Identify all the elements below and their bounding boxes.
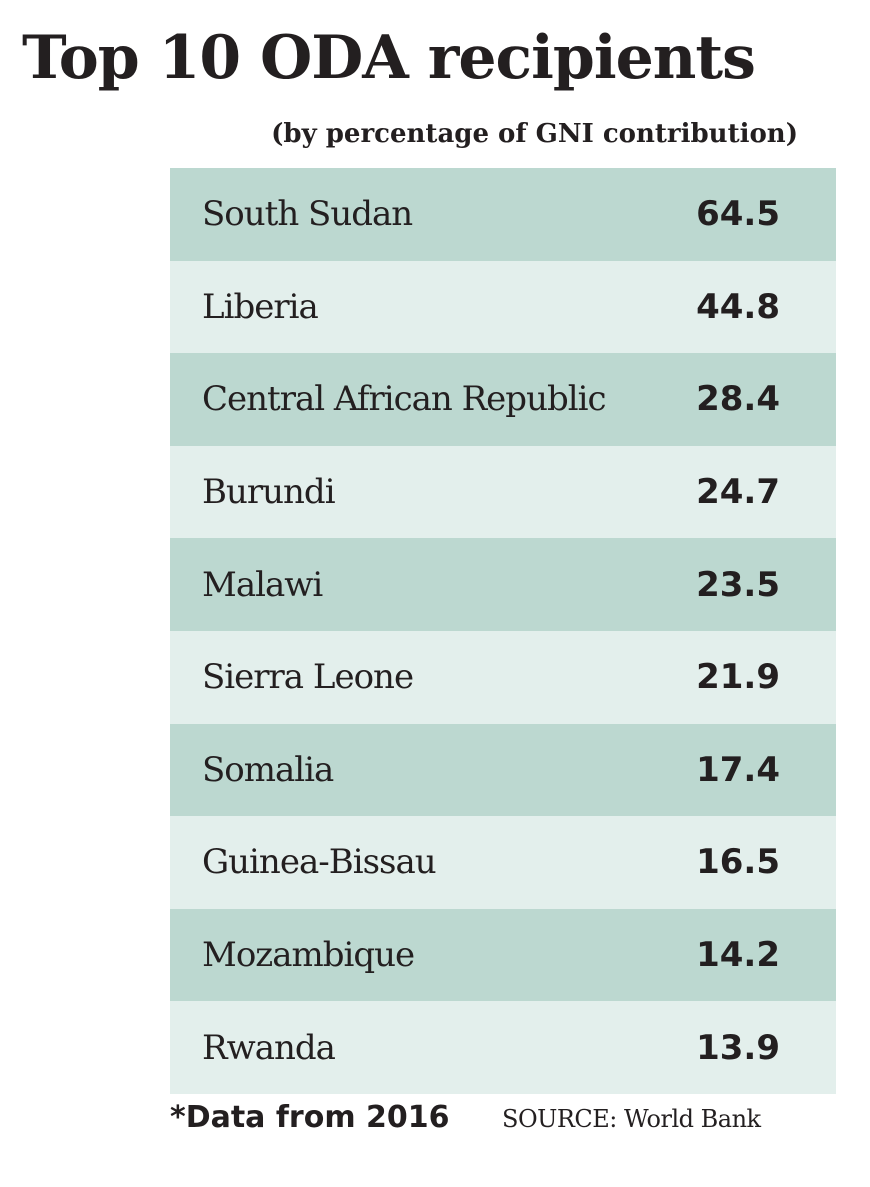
country-label: Rwanda	[202, 1027, 336, 1068]
value-label: 28.4	[696, 379, 780, 420]
table-row: Liberia 44.8	[170, 260, 836, 354]
country-label: Liberia	[202, 286, 319, 327]
table-row: Mozambique 14.2	[170, 908, 836, 1002]
chart-subtitle: (by percentage of GNI contribution)	[271, 119, 798, 149]
country-label: Somalia	[202, 749, 334, 790]
country-label: Guinea-Bissau	[202, 842, 437, 883]
table-row: Rwanda 13.9	[170, 1001, 836, 1094]
table-row: Burundi 24.7	[170, 445, 836, 539]
country-label: Sierra Leone	[202, 657, 414, 698]
footnote: *Data from 2016	[170, 1100, 450, 1135]
source-note: SOURCE: World Bank	[502, 1105, 761, 1133]
table-row: Malawi 23.5	[170, 538, 836, 631]
value-label: 21.9	[696, 657, 780, 698]
value-label: 24.7	[696, 472, 780, 513]
table-row: Sierra Leone 21.9	[170, 630, 836, 724]
country-label: South Sudan	[202, 194, 413, 235]
chart-title: Top 10 ODA recipients	[22, 23, 756, 93]
table-row: Central African Republic 28.4	[170, 353, 836, 446]
value-label: 44.8	[696, 286, 780, 327]
table-row: South Sudan 64.5	[170, 168, 836, 261]
value-label: 14.2	[696, 935, 780, 976]
value-label: 23.5	[696, 564, 780, 605]
value-label: 64.5	[696, 194, 780, 235]
table-row: Somalia 17.4	[170, 723, 836, 817]
country-label: Burundi	[202, 472, 336, 513]
data-table: South Sudan 64.5 Liberia 44.8 Central Africa…	[170, 168, 836, 1094]
table-row: Guinea-Bissau 16.5	[170, 816, 836, 909]
country-label: Central African Republic	[202, 379, 607, 420]
value-label: 17.4	[696, 749, 780, 790]
value-label: 16.5	[696, 842, 780, 883]
country-label: Malawi	[202, 564, 323, 605]
country-label: Mozambique	[202, 935, 415, 976]
value-label: 13.9	[696, 1027, 780, 1068]
